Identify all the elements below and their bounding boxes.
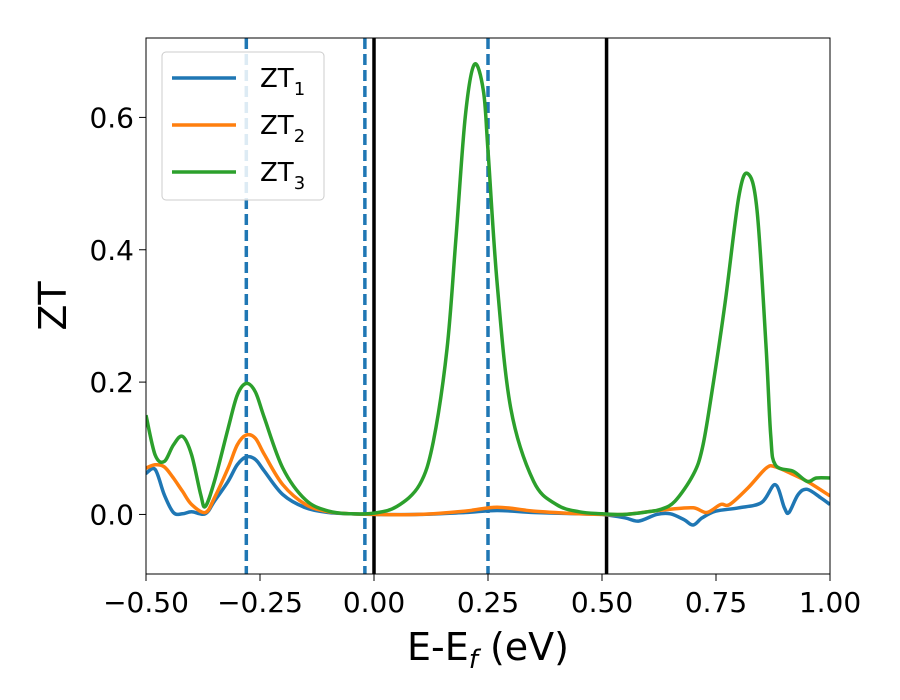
x-tick-label: −0.50: [103, 586, 189, 619]
legend: ZT1 ZT2 ZT3: [161, 51, 325, 201]
x-axis-label-unit: (eV): [478, 625, 569, 669]
x-tick-label: 0.50: [571, 586, 633, 619]
x-tick-label: −0.25: [217, 586, 303, 619]
x-tick-label: 0.75: [685, 586, 747, 619]
y-axis-label: ZT: [31, 281, 75, 331]
x-tick-label: 0.00: [343, 586, 405, 619]
x-axis-label: E-Ef (eV): [407, 625, 569, 675]
y-tick-label: 0.2: [89, 366, 134, 399]
y-tick-label: 0.0: [89, 498, 134, 531]
x-tick-label: 0.25: [457, 586, 519, 619]
y-tick-label: 0.4: [89, 234, 134, 267]
x-axis-label-main: E-E: [407, 625, 469, 669]
legend-label-zt2: ZT2: [260, 111, 305, 147]
x-tick-label: 1.00: [799, 586, 861, 619]
legend-box: [161, 51, 325, 201]
series-line-zt3: [146, 62, 830, 517]
series-line-zt2: [146, 432, 830, 517]
y-tick-label: 0.6: [89, 101, 134, 134]
legend-label-zt3: ZT3: [260, 158, 305, 194]
legend-label-zt1: ZT1: [260, 64, 305, 100]
